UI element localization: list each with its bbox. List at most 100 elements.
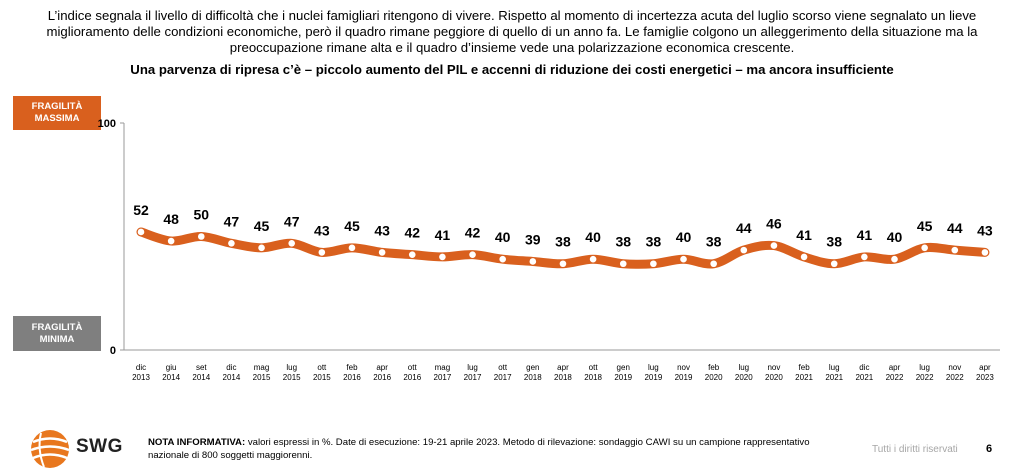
data-point-marker: [318, 249, 326, 256]
data-label: 45: [344, 218, 360, 234]
data-label: 40: [585, 229, 601, 245]
data-label: 43: [374, 222, 390, 238]
data-point-marker: [439, 253, 446, 261]
x-tick-label: ott 2018: [584, 363, 602, 382]
logo-wordmark: SWG: [76, 436, 123, 457]
data-point-marker: [680, 255, 687, 263]
data-point-marker: [378, 249, 386, 256]
data-point-marker: [499, 255, 506, 263]
data-label: 43: [977, 222, 993, 238]
badge-fragilita-minima: FRAGILITÀ MINIMA: [13, 316, 101, 351]
badge-max-line2: MASSIMA: [34, 113, 80, 124]
x-tick-label: feb 2020: [705, 363, 723, 382]
data-point-marker: [469, 251, 476, 258]
data-point-marker: [589, 255, 597, 263]
x-tick-label: dic 2013: [132, 363, 150, 382]
data-label: 44: [947, 220, 963, 236]
data-label: 40: [676, 229, 692, 245]
x-tick-label: giu 2014: [162, 363, 180, 382]
data-label: 41: [796, 227, 812, 243]
data-label: 46: [766, 216, 782, 232]
chart-subtitle: Una parvenza di ripresa c’è – piccolo au…: [130, 62, 894, 77]
x-tick-label: apr 2016: [373, 363, 391, 382]
data-label: 39: [525, 231, 541, 247]
data-point-marker: [891, 255, 898, 263]
data-point-marker: [408, 251, 416, 258]
data-label: 42: [404, 225, 420, 241]
data-label: 48: [163, 211, 179, 227]
data-point-marker: [619, 260, 627, 268]
data-label: 52: [133, 202, 149, 218]
x-tick-label: nov 2019: [675, 363, 693, 382]
data-point-marker: [650, 260, 657, 268]
data-point-marker: [137, 228, 145, 236]
markers: [137, 228, 989, 268]
data-label: 40: [887, 229, 903, 245]
data-point-marker: [951, 246, 959, 254]
x-tick-label: lug 2019: [644, 363, 662, 382]
data-label: 41: [857, 227, 873, 243]
data-point-marker: [981, 249, 989, 256]
x-tick-label: dic 2014: [223, 363, 241, 382]
data-point-marker: [288, 240, 296, 247]
x-tick-label: apr 2018: [554, 363, 572, 382]
x-tick-label: lug 2022: [916, 363, 934, 382]
data-point-marker: [710, 260, 717, 268]
x-tick-label: mag 2015: [253, 363, 271, 382]
x-tick-label: lug 2015: [283, 363, 301, 382]
x-tick-label: mag 2017: [434, 363, 452, 382]
swg-globe-logo: [30, 430, 70, 468]
data-label: 41: [435, 227, 451, 243]
data-label: 42: [465, 225, 481, 241]
data-label: 47: [224, 213, 240, 229]
x-tick-label: nov 2020: [765, 363, 783, 382]
data-label: 40: [495, 229, 511, 245]
badge-max-line1: FRAGILITÀ: [31, 101, 83, 112]
data-labels: 52 48 50 47 45 47 43 45 43 42 41 42 40 39 38 40 38 38 40 38…: [133, 202, 993, 250]
data-point-marker: [167, 237, 175, 245]
data-label: 47: [284, 213, 300, 229]
x-tick-label: set 2014: [192, 363, 210, 382]
x-tick-label: dic 2021: [855, 363, 873, 382]
x-tick-label: lug 2021: [825, 363, 843, 382]
x-tick-label: feb 2016: [343, 363, 361, 382]
data-point-marker: [861, 253, 868, 261]
data-label: 45: [254, 218, 270, 234]
data-label: 38: [646, 234, 662, 250]
data-label: 38: [555, 234, 571, 250]
y-tick-label-top: 100: [98, 118, 116, 130]
data-label: 43: [314, 222, 330, 238]
data-point-marker: [197, 233, 205, 240]
data-point-marker: [740, 246, 748, 254]
y-tick-label-bottom: 0: [110, 345, 116, 357]
nota-informativa: NOTA INFORMATIVA: valori espressi in %. …: [148, 436, 818, 462]
note-text: valori espressi in %. Date di esecuzione…: [148, 437, 810, 461]
x-tick-label: apr 2023: [976, 363, 994, 382]
x-tick-label: ott 2016: [403, 363, 421, 382]
data-label: 50: [193, 207, 209, 223]
intro-text: L’indice segnala il livello di difficolt…: [46, 8, 978, 55]
x-tick-label: nov 2022: [946, 363, 964, 382]
x-tick-label: gen 2019: [614, 363, 632, 382]
data-label: 44: [736, 220, 752, 236]
data-point-marker: [348, 244, 356, 252]
x-tick-label: lug 2017: [464, 363, 482, 382]
rights-reserved: Tutti i diritti riservati: [872, 444, 958, 455]
data-point-marker: [559, 260, 567, 268]
x-tick-label: ott 2017: [494, 363, 512, 382]
x-tick-labels: dic 2013 giu 2014 set 2014 dic 2014 mag 2015 lug 20…: [132, 363, 994, 382]
data-label: 45: [917, 218, 933, 234]
data-point-marker: [800, 253, 808, 261]
badge-min-line2: MINIMA: [39, 333, 75, 345]
line-chart: 100 0 52 48 50 47 45 47 43 45 43 42 41 42 40 39 38 40 38…: [98, 118, 1000, 382]
data-point-marker: [228, 240, 235, 247]
data-point-marker: [921, 244, 928, 252]
data-label: 38: [706, 234, 722, 250]
x-tick-label: feb 2021: [795, 363, 813, 382]
badge-min-line1: FRAGILITÀ: [31, 321, 83, 333]
note-label: NOTA INFORMATIVA:: [148, 437, 246, 448]
data-point-marker: [529, 258, 537, 265]
page-number: 6: [986, 443, 993, 455]
data-point-marker: [770, 242, 778, 249]
data-point-marker: [830, 260, 838, 268]
